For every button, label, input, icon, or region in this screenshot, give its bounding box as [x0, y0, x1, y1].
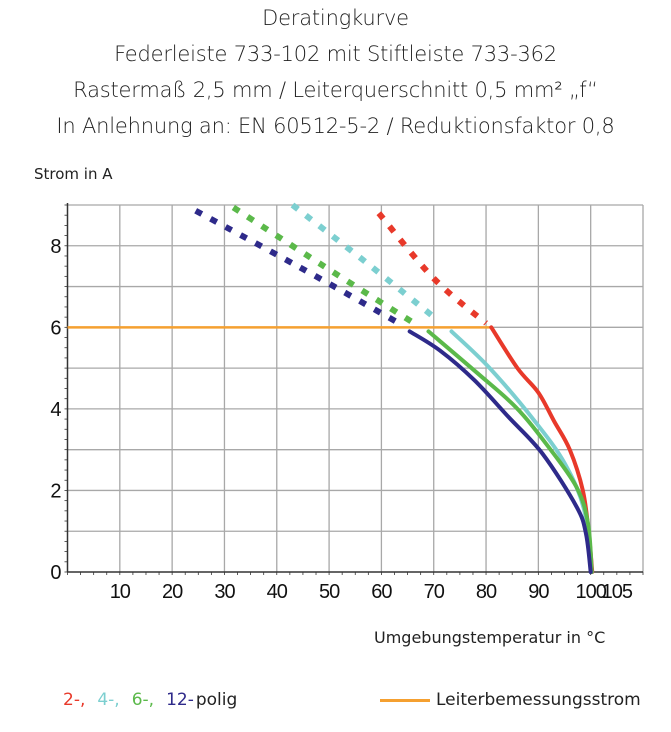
series-dashed-4	[290, 202, 441, 324]
x-tick-label: 60	[371, 581, 392, 603]
chart-title: Deratingkurve	[262, 6, 409, 30]
x-tick-label: 10	[110, 581, 131, 603]
legend-rated-label: Leiterbemessungsstrom	[436, 690, 641, 710]
x-tick-label: 80	[476, 581, 497, 603]
legend-rated: Leiterbemessungsstrom	[380, 690, 641, 710]
legend-series-label: 12-	[166, 690, 194, 710]
legend-series-label: 4-,	[97, 690, 120, 710]
chart-subtitle-2: Rastermaß 2,5 mm / Leiterquerschnitt 0,5…	[73, 78, 598, 102]
series-dashed-12	[194, 208, 400, 326]
legend-series: 2-, 4-, 6-, 12- polig	[63, 690, 237, 710]
legend-series-label: 2-,	[63, 690, 86, 710]
y-tick-label: 6	[50, 317, 61, 339]
y-tick-label: 0	[50, 562, 61, 584]
chart-subtitle-3: In Anlehnung an: EN 60512-5-2 / Reduktio…	[56, 114, 615, 138]
x-tick-label: 90	[528, 581, 549, 603]
x-axis-label: Umgebungstemperatur in °C	[374, 628, 606, 647]
x-tick-label: 70	[424, 581, 445, 603]
x-tick-label: 105	[602, 581, 633, 603]
x-tick-label: 100	[575, 581, 606, 603]
x-tick-label: 20	[162, 581, 183, 603]
legend-series-label: 6-,	[131, 690, 155, 710]
series-line-12	[407, 329, 593, 574]
x-tick-label: 30	[214, 581, 235, 603]
legend-suffix: polig	[195, 690, 238, 710]
y-tick-label: 4	[50, 399, 61, 421]
chart-subtitle-1: Federleiste 733-102 mit Stiftleiste 733-…	[114, 42, 557, 66]
y-axis-label: Strom in A	[34, 165, 113, 183]
legend-rated-swatch	[380, 698, 430, 702]
x-tick-label: 40	[267, 581, 288, 603]
y-tick-label: 2	[50, 480, 61, 502]
series-line-6	[426, 329, 594, 574]
x-tick-label: 50	[319, 581, 340, 603]
series-dashed-6	[231, 204, 418, 327]
series-dashed-2	[376, 211, 488, 326]
y-tick-label: 8	[50, 236, 61, 258]
